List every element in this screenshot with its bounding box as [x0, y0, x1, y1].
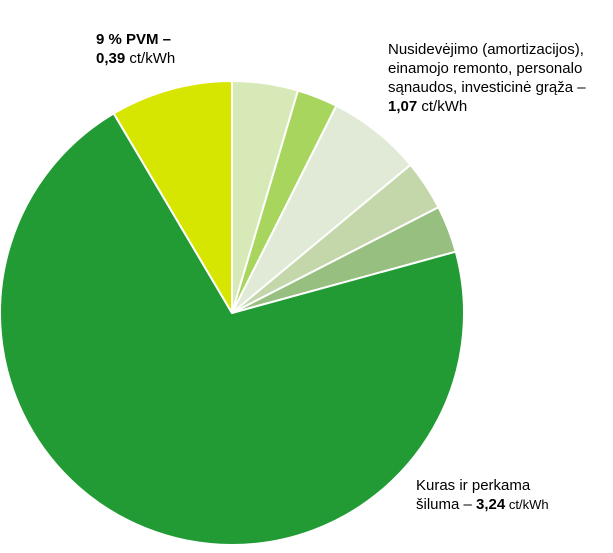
pie-slice-6: [0, 112, 466, 546]
fuel-label-value: 3,24: [476, 496, 506, 513]
vat-label: 9 % PVM – 0,39 ct/kWh: [96, 30, 175, 68]
depreciation-label-value: 1,07: [388, 98, 418, 115]
depreciation-label-line-3: sąnaudos, investicinė grąža –: [388, 79, 586, 96]
vat-label-value: 0,39: [96, 50, 126, 67]
depreciation-label: Nusidevėjimo (amortizacijos), einamojo r…: [388, 40, 586, 116]
vat-label-title: 9 % PVM –: [96, 31, 172, 48]
vat-label-unit: ct/kWh: [125, 50, 176, 67]
fuel-label: Kuras ir perkama šiluma – 3,24 ct/kWh: [416, 476, 549, 514]
pie-slice-7: [112, 80, 233, 314]
fuel-label-prefix: šiluma –: [416, 496, 477, 513]
fuel-label-unit: ct/kWh: [505, 497, 549, 512]
fuel-label-line-1: Kuras ir perkama: [416, 477, 531, 494]
depreciation-label-line-1: Nusidevėjimo (amortizacijos),: [388, 41, 584, 58]
depreciation-label-unit: ct/kWh: [417, 98, 468, 115]
depreciation-label-line-2: einamojo remonto, personalo: [388, 60, 583, 77]
